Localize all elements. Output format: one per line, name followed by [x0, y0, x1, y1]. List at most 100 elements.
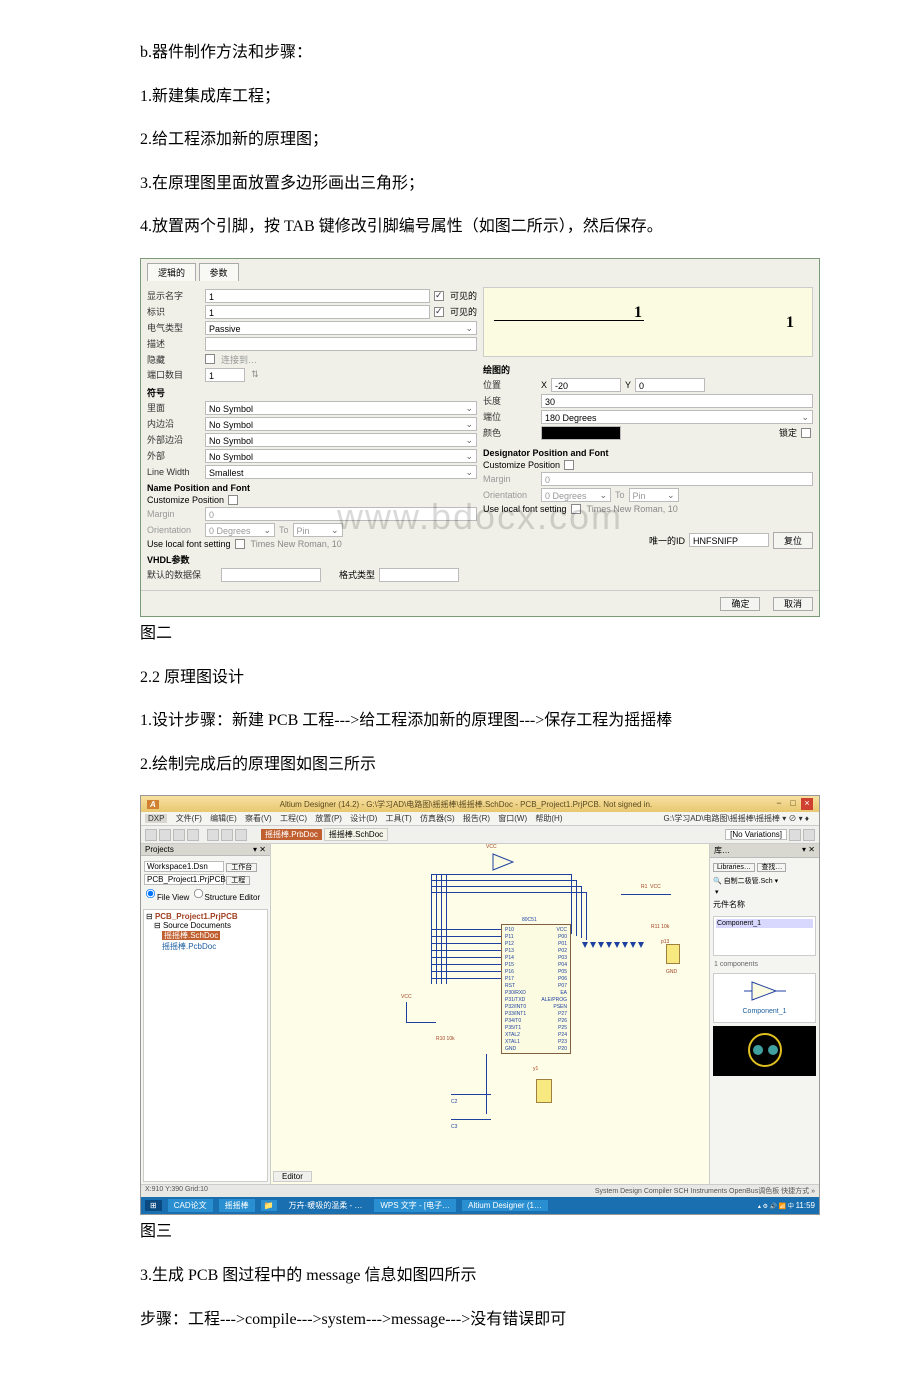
- line-width-select[interactable]: Smallest: [205, 465, 477, 479]
- orientation-select[interactable]: 0 Degrees: [541, 488, 611, 502]
- maximize-button[interactable]: □: [787, 798, 799, 810]
- hide-checkbox[interactable]: [205, 354, 215, 364]
- paragraph: 1.设计步骤：新建 PCB 工程--->给工程添加新的原理图--->保存工程为摇…: [140, 708, 820, 734]
- variations-dropdown[interactable]: [No Variations]: [725, 829, 787, 840]
- project-button[interactable]: 工程: [226, 876, 250, 885]
- to-select[interactable]: Pin: [293, 523, 343, 537]
- search-button[interactable]: 查找…: [757, 863, 786, 872]
- to-select[interactable]: Pin: [629, 488, 679, 502]
- taskbar-item[interactable]: Altium Designer (1…: [462, 1200, 548, 1211]
- menu-item[interactable]: 报告(R): [463, 814, 490, 823]
- document-tab[interactable]: 摇摇棒.PrbDoc: [261, 829, 322, 840]
- x-input[interactable]: -20: [551, 378, 621, 392]
- document-tab[interactable]: 摇摇棒.SchDoc: [324, 828, 388, 841]
- workspace-button[interactable]: 工作台: [226, 863, 257, 872]
- menubar: DXP 文件(F) 编辑(E) 察看(V) 工程(C) 放置(P) 设计(D) …: [141, 812, 819, 826]
- section-header: Name Position and Font: [147, 483, 477, 493]
- menu-item[interactable]: 文件(F): [176, 814, 202, 823]
- filter-input[interactable]: ▾: [713, 889, 718, 896]
- component-item[interactable]: Component_1: [716, 919, 813, 928]
- editor-tab[interactable]: Editor: [273, 1171, 312, 1182]
- library-select[interactable]: 🔍 自制二极管.Sch ▾: [713, 878, 778, 885]
- menu-item[interactable]: 帮助(H): [535, 814, 562, 823]
- menu-item[interactable]: 察看(V): [245, 814, 272, 823]
- visible-checkbox[interactable]: [434, 307, 444, 317]
- reset-button[interactable]: 复位: [773, 532, 813, 549]
- menu-item[interactable]: DXP: [145, 814, 167, 823]
- taskbar-item[interactable]: 万卉·暖吸的温柔 - …: [283, 1199, 369, 1212]
- tab-logical[interactable]: 逻辑的: [147, 263, 196, 281]
- tree-node[interactable]: 摇摇棒.PcbDoc: [162, 942, 216, 951]
- workspace-select[interactable]: Workspace1.Dsn: [144, 861, 224, 872]
- display-name-input[interactable]: 1: [205, 289, 430, 303]
- toolbar-icon[interactable]: [187, 829, 199, 841]
- margin-input[interactable]: 0: [205, 507, 477, 521]
- ok-button[interactable]: 确定: [720, 597, 760, 611]
- inside-edge-select[interactable]: No Symbol: [205, 417, 477, 431]
- color-swatch[interactable]: [541, 426, 621, 440]
- local-font-checkbox[interactable]: [571, 504, 581, 514]
- project-tree[interactable]: ⊟ PCB_Project1.PrjPCB ⊟ Source Documents…: [143, 909, 268, 1182]
- structure-radio[interactable]: [193, 889, 202, 898]
- orientation-select[interactable]: 0 Degrees: [205, 523, 275, 537]
- label: File View: [157, 893, 189, 902]
- libraries-button[interactable]: Libraries…: [713, 863, 755, 872]
- label: 长度: [483, 394, 537, 407]
- unique-id-input[interactable]: HNFSNIFP: [689, 533, 769, 547]
- visible-checkbox[interactable]: [434, 291, 444, 301]
- close-button[interactable]: ×: [801, 798, 813, 810]
- inside-select[interactable]: No Symbol: [205, 401, 477, 415]
- vhdl-format-input[interactable]: [379, 568, 459, 582]
- net-label: C2: [451, 1099, 457, 1105]
- status-tabs[interactable]: System Design Compiler SCH Instruments O…: [595, 1186, 815, 1196]
- preview-label: Component_1: [716, 1008, 813, 1015]
- toolbar-icon[interactable]: [221, 829, 233, 841]
- start-button[interactable]: ⊞: [145, 1200, 162, 1211]
- vhdl-default-input[interactable]: [221, 568, 321, 582]
- menu-item[interactable]: 放置(P): [315, 814, 342, 823]
- taskbar-item[interactable]: 📁: [261, 1200, 277, 1211]
- margin-input[interactable]: 0: [541, 472, 813, 486]
- elec-type-select[interactable]: Passive: [205, 321, 477, 335]
- local-font-checkbox[interactable]: [235, 539, 245, 549]
- toolbar-icon[interactable]: [145, 829, 157, 841]
- menu-item[interactable]: 仿真器(S): [420, 814, 455, 823]
- port-count-input[interactable]: 1: [205, 368, 245, 382]
- menu-item[interactable]: 工具(T): [386, 814, 412, 823]
- taskbar-clock: ▴ ⚙ 🔊 📶 中 11:59: [758, 1201, 815, 1210]
- customize-checkbox[interactable]: [564, 460, 574, 470]
- outside-edge-select[interactable]: No Symbol: [205, 433, 477, 447]
- toolbar-icon[interactable]: [159, 829, 171, 841]
- menu-item[interactable]: 工程(C): [280, 814, 307, 823]
- label: 元件名称: [710, 896, 819, 913]
- menu-item[interactable]: 窗口(W): [498, 814, 527, 823]
- y-input[interactable]: 0: [635, 378, 705, 392]
- designator-input[interactable]: 1: [205, 305, 430, 319]
- taskbar-item[interactable]: CAD论文: [168, 1199, 213, 1212]
- project-select[interactable]: PCB_Project1.PrjPCB: [144, 874, 224, 885]
- outside-select[interactable]: No Symbol: [205, 449, 477, 463]
- label: 唯一的ID: [649, 534, 685, 547]
- length-input[interactable]: 30: [541, 394, 813, 408]
- rotation-select[interactable]: 180 Degrees: [541, 410, 813, 424]
- customize-checkbox[interactable]: [228, 495, 238, 505]
- taskbar-item[interactable]: 摇摇棒: [219, 1199, 255, 1212]
- menu-item[interactable]: 设计(D): [350, 814, 377, 823]
- menu-item[interactable]: 编辑(E): [210, 814, 237, 823]
- description-input[interactable]: [205, 337, 477, 351]
- taskbar-item[interactable]: WPS 文字 - [电子…: [374, 1199, 456, 1212]
- toolbar-icon[interactable]: [803, 829, 815, 841]
- toolbar-icon[interactable]: [235, 829, 247, 841]
- file-view-radio[interactable]: [146, 889, 155, 898]
- tree-node-selected[interactable]: 摇摇棒.SchDoc: [162, 931, 220, 940]
- cancel-button[interactable]: 取消: [773, 597, 813, 611]
- minimize-button[interactable]: −: [773, 798, 785, 810]
- locked-checkbox[interactable]: [801, 428, 811, 438]
- tree-node[interactable]: PCB_Project1.PrjPCB: [155, 912, 238, 921]
- toolbar-icon[interactable]: [789, 829, 801, 841]
- toolbar-icon[interactable]: [173, 829, 185, 841]
- tab-params[interactable]: 参数: [199, 263, 239, 281]
- toolbar-icon[interactable]: [207, 829, 219, 841]
- schematic-canvas[interactable]: VCC P10VCC P11P00 P12P: [271, 844, 709, 1184]
- tree-node[interactable]: Source Documents: [163, 921, 231, 930]
